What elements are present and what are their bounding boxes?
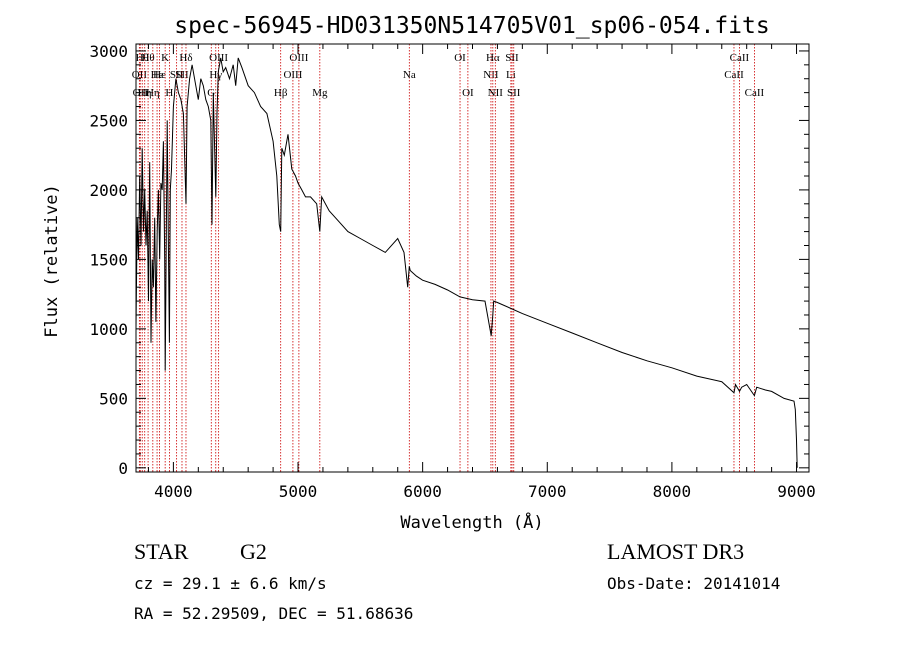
y-tick-label: 1500 <box>89 250 128 269</box>
line-marker-label: K <box>161 52 169 64</box>
coordinates-readout: RA = 52.29509, DEC = 51.68636 <box>134 604 413 623</box>
line-marker-label: OI <box>454 52 466 64</box>
line-marker-label: OIII <box>289 52 308 64</box>
line-marker-label: Li <box>506 69 516 81</box>
y-tick-label: 500 <box>99 389 128 408</box>
line-marker-label: SII <box>175 69 189 81</box>
line-marker-label: He <box>153 69 166 81</box>
line-marker-label: Hθ <box>136 52 149 64</box>
x-tick-label: 9000 <box>777 482 816 501</box>
spectral-subclass: G2 <box>240 539 267 564</box>
x-tick-label: 5000 <box>279 482 318 501</box>
y-tick-label: 1000 <box>89 320 128 339</box>
chart-title: spec-56945-HD031350N514705V01_sp06-054.f… <box>174 13 769 39</box>
line-marker-label: OIII <box>209 52 228 64</box>
line-marker-label: SII <box>505 52 519 64</box>
survey-name: LAMOST DR3 <box>607 539 744 564</box>
x-tick-label: 7000 <box>528 482 567 501</box>
line-marker-label: SII <box>170 69 184 81</box>
line-marker-label: Hβ <box>274 87 288 99</box>
y-tick-label: 3000 <box>89 42 128 61</box>
line-marker-label: Na <box>403 69 416 81</box>
x-tick-label: 6000 <box>403 482 442 501</box>
line-marker-label: OIII <box>283 69 302 81</box>
line-marker-label: NII <box>488 87 504 99</box>
x-axis-label: Wavelength (Å) <box>400 511 543 533</box>
redshift-readout: cz = 29.1 ± 6.6 km/s <box>134 574 327 593</box>
line-marker-label: H <box>165 87 173 99</box>
x-tick-label: 8000 <box>653 482 692 501</box>
line-marker-label: SII <box>507 87 521 99</box>
line-marker-label: NII <box>483 69 499 81</box>
line-marker-label: Hη <box>146 87 160 99</box>
object-type: STAR <box>134 539 189 564</box>
line-marker-label: CaII <box>730 52 750 64</box>
y-tick-label: 2500 <box>89 111 128 130</box>
y-tick-label: 2000 <box>89 181 128 200</box>
x-tick-label: 4000 <box>154 482 193 501</box>
spectral-line-markers: OIIOIIHθHηHθHηHeHeKHSIISIIHδGHγOIIIHβOII… <box>132 44 765 472</box>
line-marker-label: Hδ <box>179 52 192 64</box>
line-marker-label: Hγ <box>209 69 222 81</box>
line-marker-label: Hα <box>486 52 500 64</box>
line-marker-label: OI <box>462 87 474 99</box>
line-marker-label: CaII <box>745 87 765 99</box>
axis-ticks: 4000 5000 6000 7000 8000 9000 0 500 1000 1500 2000… <box>89 42 815 501</box>
plot-frame <box>135 43 810 473</box>
line-marker-label: He <box>151 69 164 81</box>
obs-date: Obs-Date: 20141014 <box>607 574 780 593</box>
y-tick-label: 0 <box>118 459 128 478</box>
line-marker-label: Mg <box>312 87 328 99</box>
line-marker-label: CaII <box>724 69 744 81</box>
spectrum-line <box>135 57 798 468</box>
line-marker-label: G <box>207 87 215 99</box>
y-axis-label: Flux (relative) <box>42 184 62 338</box>
line-marker-label: Hθ <box>141 52 154 64</box>
